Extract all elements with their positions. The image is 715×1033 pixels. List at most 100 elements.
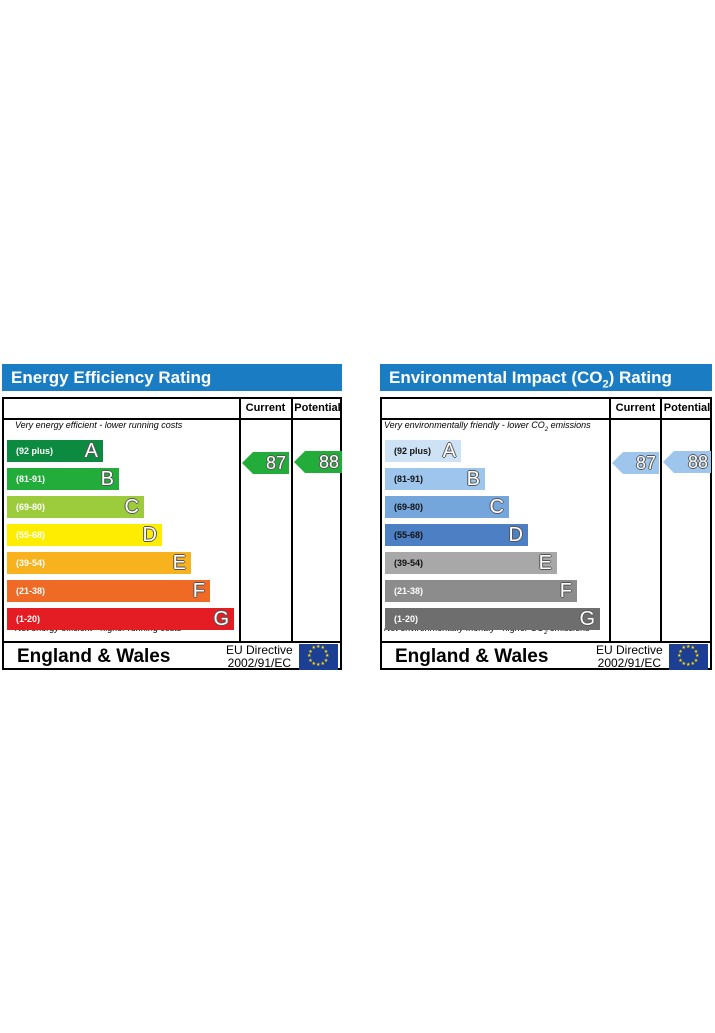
band-range-label: (39-54): [16, 558, 46, 568]
band-range-label: (55-68): [394, 530, 424, 540]
rating-band-c: (69-80) C: [385, 496, 509, 518]
eu-star-icon: ★: [323, 657, 329, 664]
current-rating-arrow: 87: [612, 452, 659, 474]
note-sub: 2: [544, 629, 548, 636]
band-letter: A: [442, 440, 456, 462]
band-letter: D: [508, 524, 523, 546]
rating-band-d: (55-68) D: [385, 524, 528, 546]
rating-band-b: (81-91) B: [385, 468, 485, 490]
band-letter: B: [100, 468, 114, 490]
eu-flag-icon: ★ ★ ★ ★ ★ ★ ★ ★ ★ ★ ★ ★: [299, 644, 338, 670]
rating-band-b: (81-91) B: [7, 468, 119, 490]
rating-band-f: (21-38) F: [7, 580, 210, 602]
band-letter: A: [84, 440, 98, 462]
current-rating-value: 87: [265, 453, 286, 473]
energy-efficiency-chart: Energy Efficiency Rating Current Potenti…: [2, 364, 342, 670]
column-header-current: Current: [615, 402, 656, 414]
band-letter: C: [124, 496, 139, 518]
rating-band-a: (92 plus) A: [385, 440, 461, 462]
band-range-label: (92 plus): [394, 446, 432, 456]
eu-star-icon: ★: [695, 653, 700, 659]
band-range-label: (81-91): [394, 474, 424, 484]
note-end: emissions: [548, 420, 591, 430]
band-letter: F: [192, 580, 205, 602]
column-header-current: Current: [245, 402, 286, 414]
eu-star-icon: ★: [311, 645, 316, 652]
top-note: Very energy efficient - lower running co…: [15, 420, 183, 430]
eu-star-icon: ★: [693, 657, 699, 664]
eu-star-icon: ★: [320, 645, 325, 652]
rating-band-a: (92 plus) A: [7, 440, 103, 462]
directive-line2: 2002/91/EC: [597, 656, 662, 670]
eu-star-icon: ★: [308, 657, 313, 664]
eu-star-icon: ★: [307, 653, 312, 659]
band-range-label: (81-91): [16, 474, 46, 484]
directive-line2: 2002/91/EC: [227, 656, 292, 670]
rating-band-e: (39-54) E: [7, 552, 191, 574]
eu-directive-text: EU Directive 2002/91/EC: [596, 644, 663, 670]
current-rating-arrow: 87: [242, 452, 289, 474]
region-label: England & Wales: [17, 646, 171, 667]
chart-title: Environmental Impact (CO2) Rating: [380, 364, 712, 391]
eu-star-icon: ★: [677, 653, 682, 659]
rating-band-e: (39-54) E: [385, 552, 557, 574]
eu-star-icon: ★: [690, 645, 695, 652]
rating-band-g: (1-20) G: [7, 608, 234, 630]
band-letter: E: [538, 552, 552, 574]
eu-star-icon: ★: [308, 648, 313, 655]
current-rating-value: 87: [635, 453, 656, 473]
rating-band-g: (1-20) G: [385, 608, 600, 630]
eu-directive-text: EU Directive 2002/91/EC: [226, 644, 293, 670]
potential-rating-arrow: 88: [663, 451, 711, 473]
eu-star-icon: ★: [678, 657, 683, 664]
eu-star-icon: ★: [686, 662, 691, 668]
eu-star-icon: ★: [681, 660, 686, 667]
band-range-label: (69-80): [16, 502, 46, 512]
top-note: Very environmentally friendly - lower CO…: [384, 420, 591, 433]
eu-flag-icon: ★ ★ ★ ★ ★ ★ ★ ★ ★ ★ ★ ★: [669, 644, 708, 670]
band-range-label: (1-20): [16, 614, 41, 624]
band-range-label: (92 plus): [16, 446, 54, 456]
eu-star-icon: ★: [325, 653, 330, 659]
rating-band-d: (55-68) D: [7, 524, 162, 546]
environmental-impact-chart: Environmental Impact (CO2) Rating Curren…: [380, 364, 712, 670]
directive-line1: EU Directive: [596, 643, 663, 657]
band-letter: E: [172, 552, 186, 574]
column-header-potential: Potential: [294, 402, 341, 414]
eu-star-icon: ★: [681, 645, 686, 652]
directive-line1: EU Directive: [226, 643, 293, 657]
potential-rating-value: 88: [318, 452, 339, 472]
band-letter: D: [142, 524, 157, 546]
title-main: Environmental Impact (CO: [389, 368, 603, 387]
eu-star-icon: ★: [320, 660, 325, 667]
band-letter: B: [466, 468, 480, 490]
eu-star-icon: ★: [323, 648, 329, 655]
potential-rating-value: 88: [687, 452, 708, 472]
region-label: England & Wales: [395, 646, 549, 667]
note-sub: 2: [544, 426, 549, 433]
band-range-label: (21-38): [16, 586, 46, 596]
title-end: ) Rating: [608, 368, 672, 387]
band-letter: F: [559, 580, 572, 602]
rating-band-c: (69-80) C: [7, 496, 144, 518]
column-header-potential: Potential: [663, 402, 711, 414]
band-range-label: (39-54): [394, 558, 424, 568]
chart-title: Energy Efficiency Rating: [2, 364, 342, 391]
title-sub: 2: [602, 378, 609, 391]
eu-star-icon: ★: [678, 648, 683, 655]
chart-frame: Current Potential Very environmentally f…: [380, 397, 712, 670]
eu-star-icon: ★: [686, 644, 691, 650]
eu-star-icon: ★: [311, 660, 316, 667]
band-range-label: (1-20): [394, 614, 419, 624]
eu-star-icon: ★: [316, 662, 321, 668]
chart-frame: Current Potential Very energy efficient …: [2, 397, 342, 670]
eu-star-icon: ★: [690, 660, 695, 667]
band-range-label: (55-68): [16, 530, 46, 540]
potential-rating-arrow: 88: [294, 451, 342, 473]
band-letter: G: [213, 608, 229, 630]
eu-star-icon: ★: [316, 644, 321, 650]
band-letter: C: [489, 496, 504, 518]
rating-band-f: (21-38) F: [385, 580, 577, 602]
band-letter: G: [579, 608, 595, 630]
band-range-label: (21-38): [394, 586, 424, 596]
